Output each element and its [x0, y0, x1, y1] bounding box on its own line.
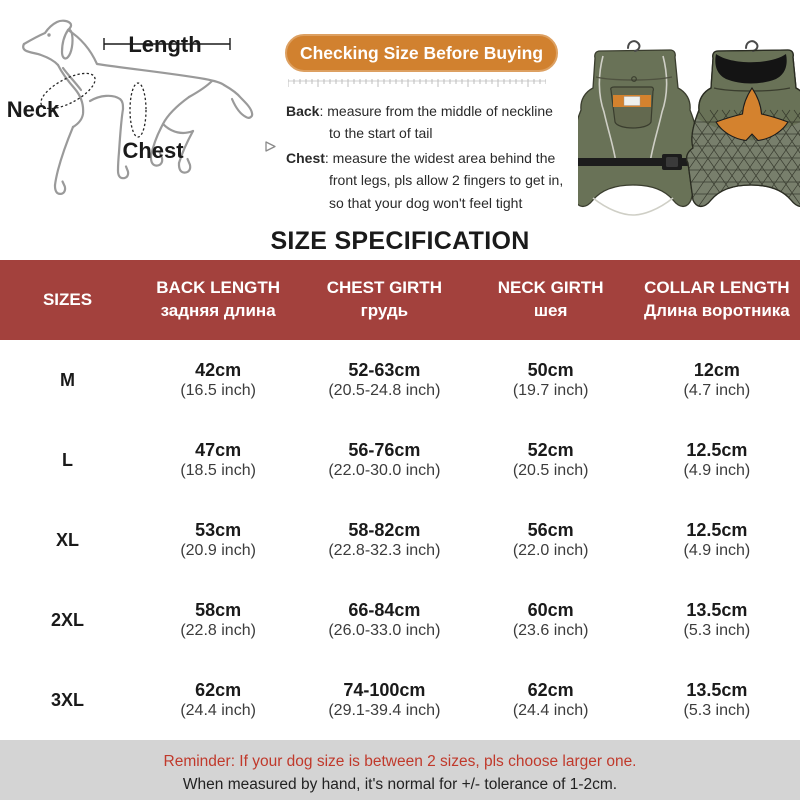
svg-text:Length: Length [128, 32, 201, 57]
svg-text:Chest: Chest [122, 138, 184, 163]
svg-text:Neck: Neck [7, 97, 60, 122]
